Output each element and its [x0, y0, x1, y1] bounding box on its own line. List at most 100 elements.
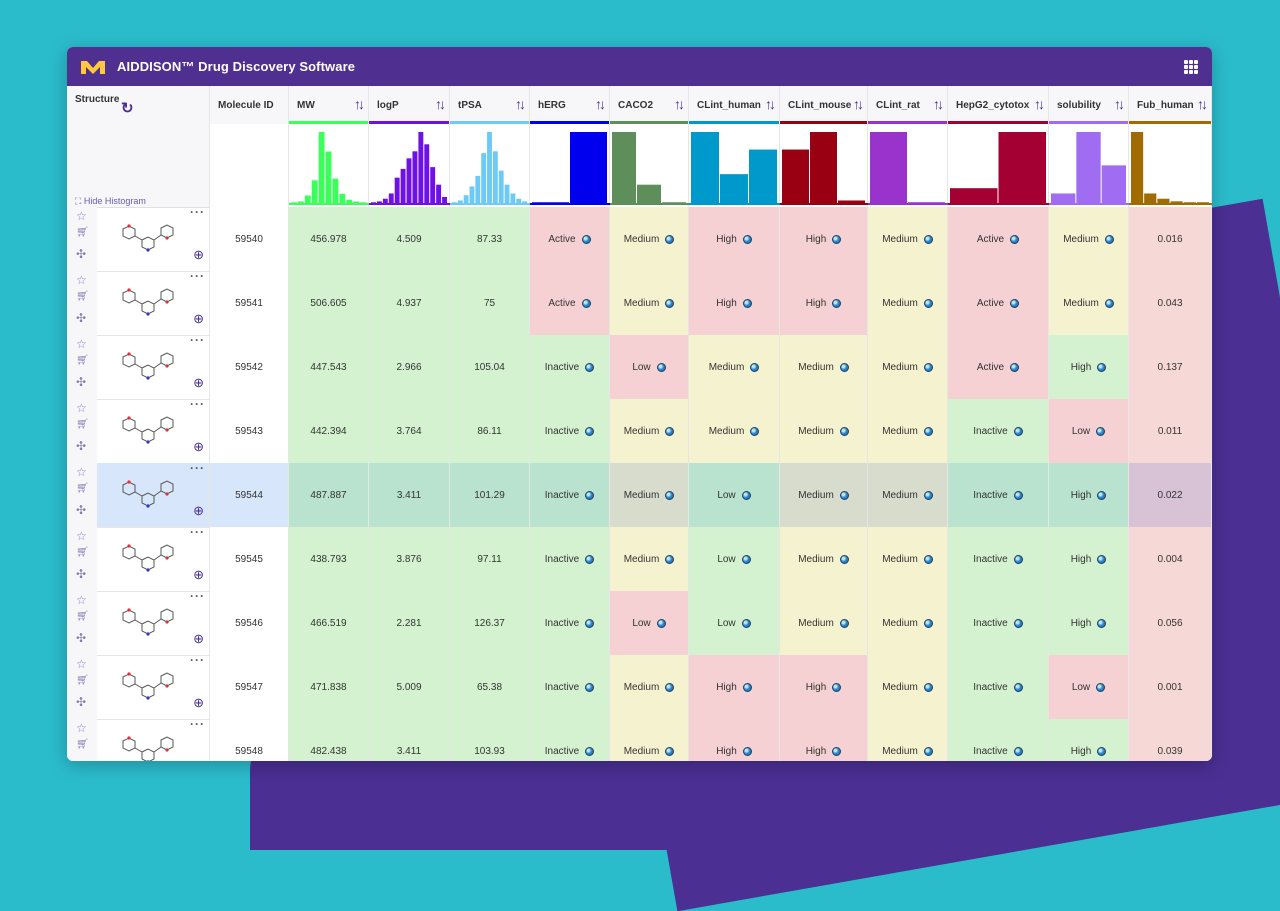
star-icon[interactable]: ☆ [76, 657, 87, 671]
info-icon[interactable] [1010, 362, 1020, 372]
column-header-id[interactable]: Molecule ID [210, 86, 289, 124]
info-icon[interactable] [1013, 682, 1023, 692]
info-icon[interactable] [1097, 490, 1107, 500]
column-header-logp[interactable]: logP ↑↓ [369, 86, 450, 124]
info-icon[interactable] [832, 298, 842, 308]
move-icon[interactable]: ✣ [76, 311, 87, 325]
more-options-icon[interactable]: ··· [190, 205, 205, 219]
info-icon[interactable] [665, 490, 675, 500]
zoom-in-icon[interactable]: ⊕ [193, 631, 204, 646]
info-icon[interactable] [742, 234, 752, 244]
info-icon[interactable] [923, 490, 933, 500]
info-icon[interactable] [585, 682, 595, 692]
info-icon[interactable] [742, 746, 752, 756]
info-icon[interactable] [923, 682, 933, 692]
cart-icon[interactable]: 🛒︎ [76, 611, 89, 622]
structure-cell[interactable]: ··· ⊕ [97, 269, 210, 335]
zoom-in-icon[interactable]: ⊕ [193, 695, 204, 710]
info-icon[interactable] [832, 682, 842, 692]
info-icon[interactable] [832, 746, 842, 756]
table-row[interactable]: ☆ 🛒︎ ✣ ··· ⊕ 59540 456.978 4.509 87.33 Active Medi… [67, 205, 1212, 272]
star-icon[interactable]: ☆ [76, 273, 87, 287]
sort-icon[interactable]: ↑↓ [1034, 96, 1045, 112]
info-icon[interactable] [839, 554, 849, 564]
info-icon[interactable] [585, 554, 595, 564]
table-row[interactable]: ☆ 🛒︎ ✣ ··· ⊕ 59542 447.543 2.966 105.04 Inactive L… [67, 333, 1212, 400]
move-icon[interactable]: ✣ [76, 695, 87, 709]
sort-icon[interactable]: ↑↓ [674, 96, 685, 112]
cart-icon[interactable]: 🛒︎ [76, 419, 89, 430]
move-icon[interactable]: ✣ [76, 247, 87, 261]
info-icon[interactable] [585, 490, 595, 500]
info-icon[interactable] [1096, 682, 1106, 692]
column-header-clint_human[interactable]: CLint_human ↑↓ [689, 86, 780, 124]
info-icon[interactable] [923, 298, 933, 308]
star-icon[interactable]: ☆ [76, 721, 87, 735]
more-options-icon[interactable]: ··· [190, 461, 205, 475]
info-icon[interactable] [585, 426, 595, 436]
info-icon[interactable] [742, 682, 752, 692]
column-header-hepg2[interactable]: HepG2_cytotox ↑↓ [948, 86, 1049, 124]
column-header-caco2[interactable]: CACO2 ↑↓ [610, 86, 689, 124]
move-icon[interactable]: ✣ [76, 375, 87, 389]
sort-icon[interactable]: ↑↓ [515, 96, 526, 112]
structure-cell[interactable]: ··· ⊕ [97, 653, 210, 719]
cart-icon[interactable]: 🛒︎ [76, 355, 89, 366]
info-icon[interactable] [656, 362, 666, 372]
info-icon[interactable] [1010, 298, 1020, 308]
info-icon[interactable] [1097, 746, 1107, 756]
zoom-in-icon[interactable]: ⊕ [193, 375, 204, 390]
info-icon[interactable] [742, 298, 752, 308]
info-icon[interactable] [832, 234, 842, 244]
star-icon[interactable]: ☆ [76, 401, 87, 415]
info-icon[interactable] [1097, 618, 1107, 628]
info-icon[interactable] [1013, 554, 1023, 564]
info-icon[interactable] [923, 234, 933, 244]
column-header-clint_rat[interactable]: CLint_rat ↑↓ [868, 86, 948, 124]
structure-cell[interactable]: ··· ⊕ [97, 717, 210, 761]
info-icon[interactable] [665, 298, 675, 308]
move-icon[interactable]: ✣ [76, 439, 87, 453]
more-options-icon[interactable]: ··· [190, 717, 205, 731]
info-icon[interactable] [839, 490, 849, 500]
info-icon[interactable] [665, 554, 675, 564]
refresh-icon[interactable]: ↻ [121, 100, 134, 117]
sort-icon[interactable]: ↑↓ [933, 96, 944, 112]
structure-cell[interactable]: ··· ⊕ [97, 461, 210, 527]
info-icon[interactable] [581, 298, 591, 308]
structure-cell[interactable]: ··· ⊕ [97, 589, 210, 655]
more-options-icon[interactable]: ··· [190, 653, 205, 667]
info-icon[interactable] [839, 426, 849, 436]
more-options-icon[interactable]: ··· [190, 525, 205, 539]
sort-icon[interactable]: ↑↓ [435, 96, 446, 112]
info-icon[interactable] [839, 618, 849, 628]
sort-icon[interactable]: ↑↓ [354, 96, 365, 112]
more-options-icon[interactable]: ··· [190, 333, 205, 347]
table-row[interactable]: ☆ 🛒︎ ✣ ··· ⊕ 59546 466.519 2.281 126.37 Inactive L… [67, 589, 1212, 656]
info-icon[interactable] [839, 362, 849, 372]
info-icon[interactable] [1097, 554, 1107, 564]
info-icon[interactable] [750, 362, 760, 372]
star-icon[interactable]: ☆ [76, 465, 87, 479]
table-row[interactable]: ☆ 🛒︎ ✣ ··· ⊕ 59544 487.887 3.411 101.29 Inactive M… [67, 461, 1212, 528]
info-icon[interactable] [1013, 746, 1023, 756]
info-icon[interactable] [1013, 426, 1023, 436]
info-icon[interactable] [923, 746, 933, 756]
info-icon[interactable] [585, 746, 595, 756]
zoom-in-icon[interactable]: ⊕ [193, 311, 204, 326]
cart-icon[interactable]: 🛒︎ [76, 675, 89, 686]
table-row[interactable]: ☆ 🛒︎ ✣ ··· ⊕ 59543 442.394 3.764 86.11 Inactive Me… [67, 397, 1212, 464]
cart-icon[interactable]: 🛒︎ [76, 739, 89, 750]
info-icon[interactable] [1104, 298, 1114, 308]
table-row[interactable]: ☆ 🛒︎ ✣ ··· ⊕ 59548 482.438 3.411 103.93 Inactive M… [67, 717, 1212, 761]
info-icon[interactable] [741, 490, 751, 500]
table-row[interactable]: ☆ 🛒︎ ✣ ··· ⊕ 59545 438.793 3.876 97.11 Inactive Me… [67, 525, 1212, 592]
structure-cell[interactable]: ··· ⊕ [97, 397, 210, 463]
sort-icon[interactable]: ↑↓ [765, 96, 776, 112]
move-icon[interactable]: ✣ [76, 759, 86, 761]
info-icon[interactable] [923, 554, 933, 564]
cart-icon[interactable]: 🛒︎ [76, 483, 89, 494]
info-icon[interactable] [585, 362, 595, 372]
zoom-in-icon[interactable]: ⊕ [193, 503, 204, 518]
info-icon[interactable] [1010, 234, 1020, 244]
